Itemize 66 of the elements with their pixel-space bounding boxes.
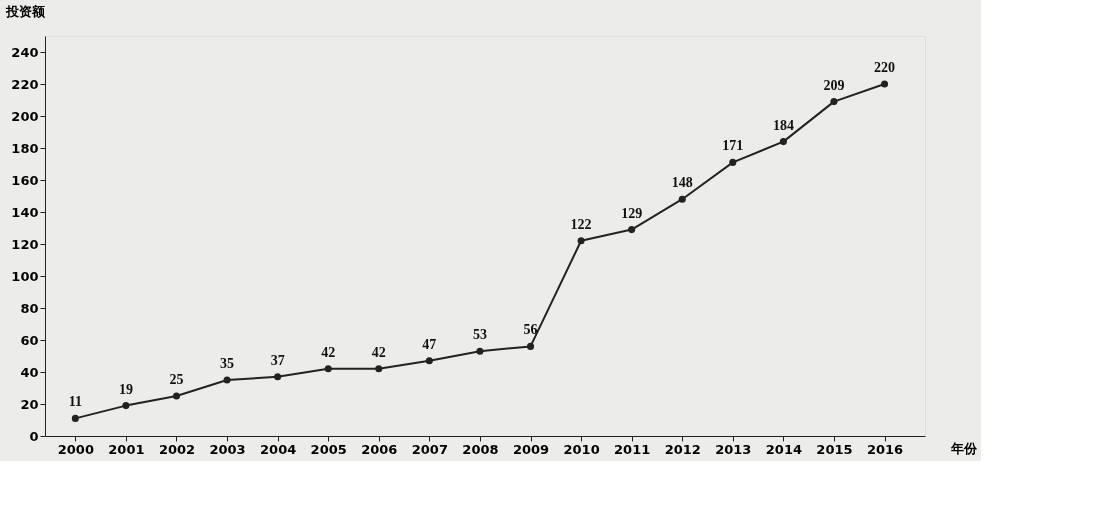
point	[324, 365, 332, 373]
x-tick-label: 2000	[57, 441, 94, 457]
x-tick-label: 2009	[512, 441, 550, 457]
x-tick-label: 2004	[260, 441, 297, 457]
y-tick-label: 180	[11, 140, 39, 156]
data-label: 37	[270, 352, 285, 368]
y-tick-label: 200	[11, 108, 39, 124]
point	[729, 158, 737, 166]
point	[779, 138, 787, 146]
data-label: 11	[68, 394, 82, 410]
point	[425, 357, 433, 365]
data-label: 56	[523, 322, 538, 338]
x-tick-label: 2006	[361, 441, 398, 457]
y-tick-label: 160	[11, 172, 39, 188]
x-tick-label: 2014	[765, 441, 802, 457]
x-tick-label: 2015	[816, 441, 853, 457]
data-label: 184	[772, 117, 794, 133]
y-tick-label: 0	[29, 428, 39, 444]
y-tick-label: 60	[20, 332, 39, 348]
point	[122, 402, 130, 410]
point	[71, 414, 79, 422]
data-label: 47	[422, 336, 437, 352]
point	[628, 226, 636, 234]
point	[577, 237, 585, 245]
x-tick-label: 2007	[411, 441, 448, 457]
data-label: 19	[118, 381, 133, 397]
y-axis-title: 投资额	[5, 3, 46, 19]
point	[172, 392, 181, 400]
x-tick-label: 2003	[209, 441, 246, 457]
x-tick-label: 2010	[563, 441, 600, 457]
x-tick-label: 2012	[664, 441, 701, 457]
x-tick-label: 2013	[715, 441, 752, 457]
point	[830, 98, 838, 106]
point	[476, 347, 484, 355]
data-label: 25	[169, 372, 184, 387]
x-axis-title: 年份	[949, 440, 978, 456]
x-tick-label: 2005	[310, 441, 347, 457]
data-label: 122	[570, 216, 592, 232]
data-label: 42	[321, 344, 336, 360]
y-tick-label: 80	[20, 300, 39, 316]
x-tick-label: 2002	[158, 441, 196, 457]
y-tick-label: 100	[11, 268, 39, 284]
y-tick-label: 20	[20, 396, 39, 412]
point	[678, 195, 686, 203]
data-label: 42	[371, 344, 386, 360]
data-label: 35	[220, 356, 235, 371]
y-tick-label: 140	[11, 204, 39, 220]
point	[375, 365, 383, 373]
point	[274, 373, 282, 381]
x-tick-label: 2016	[866, 441, 904, 457]
x-tick-label: 2011	[614, 441, 651, 457]
y-tick-label: 240	[11, 44, 39, 60]
data-label: 209	[823, 77, 845, 93]
data-label: 171	[722, 138, 744, 154]
point	[526, 342, 535, 350]
data-label: 53	[472, 327, 487, 343]
x-tick-label: 2008	[462, 441, 499, 457]
point	[881, 80, 889, 88]
y-tick-label: 120	[11, 236, 39, 252]
x-tick-label: 2001	[108, 441, 145, 457]
data-label: 148	[671, 175, 693, 191]
data-label: 220	[874, 60, 896, 75]
y-tick-label: 40	[20, 364, 39, 380]
point	[223, 376, 231, 384]
data-label: 129	[621, 205, 643, 221]
y-tick-label: 220	[11, 76, 39, 92]
